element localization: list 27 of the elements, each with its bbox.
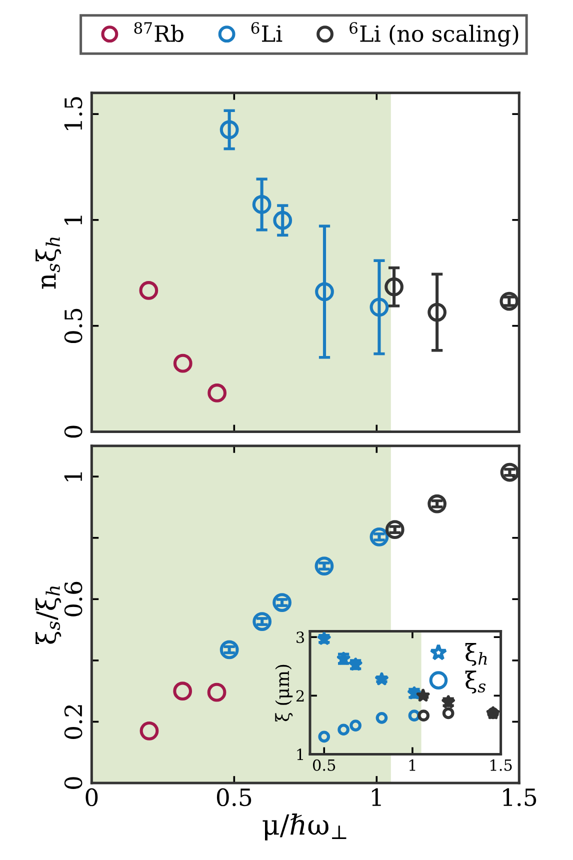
x-axis-title: μ/ℏω$_{⊥}$	[262, 814, 346, 840]
y-tick-label: 0.6	[64, 582, 82, 616]
y-tick-label: 0	[64, 777, 82, 789]
y-tick-label: 2	[296, 690, 304, 702]
x-tick-label: 0.5	[312, 759, 336, 771]
x-tick-label: 1	[372, 788, 381, 806]
y-tick-label: 1	[297, 748, 303, 760]
y-tick-label: 0	[64, 426, 82, 438]
x-tick-label: 1	[409, 759, 416, 771]
legend-label: $^{6}$Li (no scaling)	[350, 22, 518, 47]
y-tick-label: 0.2	[64, 705, 82, 739]
x-tick-label: 0	[86, 788, 98, 806]
x-tick-label: 1.5	[503, 788, 536, 806]
y-tick-label: 1.5	[64, 97, 82, 130]
y-axis-title: ξ (μm)	[275, 664, 293, 722]
x-tick-label: 0.5	[216, 788, 252, 806]
legend-label: $^{6}$Li	[251, 22, 282, 42]
legend-label: ξ$_{h}$	[465, 643, 487, 666]
y-tick-label: 1	[64, 216, 82, 225]
y-tick-label: 1	[64, 472, 82, 482]
y-tick-label: 3	[296, 632, 304, 644]
legend-label: ξ$_{s}$	[465, 670, 486, 694]
x-tick-label: 1.5	[490, 759, 512, 771]
legend-label: $^{87}$Rb	[134, 22, 184, 42]
y-axis-title: ξ$_{s}$/ξ$_{h}$	[36, 586, 62, 644]
y-tick-label: 0.5	[64, 308, 82, 344]
y-axis-title: n$_{s}$ξ$_{h}$	[36, 237, 62, 289]
